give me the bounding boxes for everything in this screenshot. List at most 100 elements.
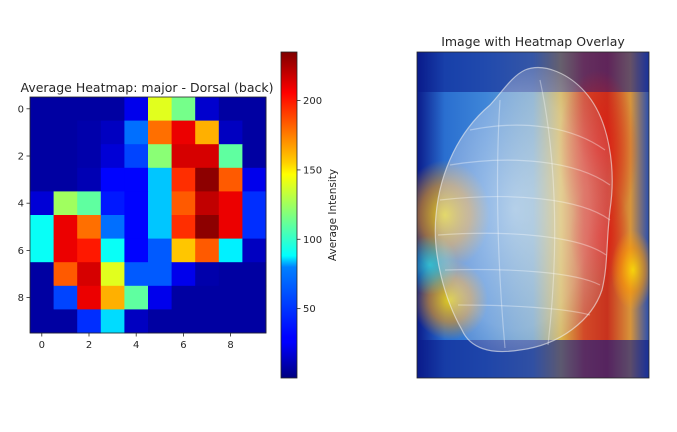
- overlay-title: Image with Heatmap Overlay: [441, 34, 625, 49]
- heatmap-cell: [148, 262, 172, 287]
- heatmap-cell: [218, 120, 243, 145]
- colorbar-tick-label: 200: [303, 96, 322, 107]
- x-tick-label: 6: [180, 340, 186, 351]
- heatmap-cell: [195, 167, 220, 192]
- heatmap-cell: [195, 191, 220, 216]
- heatmap-cell: [100, 309, 125, 334]
- heatmap-cell: [218, 215, 243, 239]
- heatmap-cell: [195, 285, 220, 310]
- y-tick-label: 2: [18, 152, 24, 163]
- heatmap-cell: [53, 191, 78, 216]
- heatmap-cell: [30, 97, 54, 121]
- heatmap-cell: [30, 191, 54, 216]
- heatmap-cell: [124, 120, 149, 145]
- heatmap-cell: [100, 262, 125, 287]
- heatmap-cell: [242, 144, 267, 169]
- heatmap-cell: [242, 285, 267, 310]
- shell-shape: [434, 66, 613, 353]
- heatmap-cell: [242, 309, 267, 334]
- heatmap-y-axis: 0 2 4 6 8: [18, 104, 30, 304]
- heatmap-cell: [124, 191, 149, 216]
- heatmap-x-axis: 0 2 4 6 8: [39, 333, 234, 351]
- heatmap-cell: [242, 238, 267, 263]
- x-tick-label: 2: [86, 340, 92, 351]
- heatmap-cell: [218, 97, 243, 121]
- heatmap-cell: [100, 238, 125, 263]
- heatmap-cell: [148, 191, 172, 216]
- heatmap-cell: [124, 144, 149, 169]
- heatmap-cell: [148, 120, 172, 145]
- heatmap-cell: [148, 97, 172, 121]
- heatmap-cell: [77, 285, 102, 310]
- heatmap-cell: [124, 97, 149, 121]
- heatmap-cell: [124, 262, 149, 287]
- heatmap-cell: [195, 262, 220, 287]
- colorbar-tick-label: 50: [303, 304, 316, 315]
- colorbar: 50 100 150 200 Average Intensity: [280, 51, 339, 379]
- heatmap-cell: [242, 167, 267, 192]
- heatmap-cell: [195, 120, 220, 145]
- y-tick-label: 8: [18, 293, 24, 304]
- heatmap-cell: [148, 167, 172, 192]
- heatmap-cell: [100, 215, 125, 239]
- heatmap-cell: [30, 167, 54, 192]
- heatmap-cell: [30, 238, 54, 263]
- heatmap-cell: [77, 120, 102, 145]
- heatmap-cell: [242, 215, 267, 239]
- heatmap-cell: [100, 97, 125, 121]
- heatmap-cell: [148, 238, 172, 263]
- colorbar-tick-label: 100: [303, 235, 322, 246]
- x-tick-label: 0: [39, 340, 45, 351]
- heatmap-cell: [124, 167, 149, 192]
- heatmap-cell: [77, 191, 102, 216]
- heatmap-cell: [77, 238, 102, 263]
- heatmap-cell: [53, 238, 78, 263]
- overlay-frame: [416, 51, 650, 379]
- heatmap-cell: [218, 285, 243, 310]
- heatmap-cell: [53, 309, 78, 334]
- x-tick-label: 8: [227, 340, 233, 351]
- heatmap-cell: [77, 215, 102, 239]
- heatmap-cell: [77, 97, 102, 121]
- heatmap-cell: [242, 191, 267, 216]
- heatmap-cell: [53, 262, 78, 287]
- overlay-image: [417, 52, 649, 378]
- heatmap-cell: [53, 285, 78, 310]
- heatmap-cell: [30, 144, 54, 169]
- heatmap-cell: [171, 285, 196, 310]
- heatmap-cell: [195, 144, 220, 169]
- heatmap-cell: [30, 120, 54, 145]
- heatmap-cell: [218, 238, 243, 263]
- heatmap-cell: [124, 309, 149, 334]
- heatmap-cell: [171, 120, 196, 145]
- heatmap-cell: [171, 262, 196, 287]
- heatmap-cell: [100, 285, 125, 310]
- heatmap-cell: [53, 144, 78, 169]
- heatmap-cell: [148, 144, 172, 169]
- heatmap-cell: [124, 285, 149, 310]
- colorbar-label: Average Intensity: [327, 169, 339, 261]
- x-tick-label: 4: [133, 340, 139, 351]
- heatmap-cell: [171, 238, 196, 263]
- heatmap-cell: [77, 167, 102, 192]
- colorbar-gradient: [280, 51, 298, 379]
- heatmap-cell: [171, 97, 196, 121]
- heatmap-cell: [30, 262, 54, 287]
- heatmap-cell: [100, 144, 125, 169]
- heatmap-cell: [171, 309, 196, 334]
- heatmap-cell: [53, 97, 78, 121]
- heatmap-cell: [30, 215, 54, 239]
- y-tick-label: 4: [18, 199, 24, 210]
- heatmap-cell: [77, 309, 102, 334]
- heatmap-cell: [53, 167, 78, 192]
- heatmap-cell: [124, 215, 149, 239]
- heatmap-cell: [53, 215, 78, 239]
- heatmap-cell: [100, 191, 125, 216]
- heatmap-cell: [77, 262, 102, 287]
- heatmap-cell: [53, 120, 78, 145]
- heatmap-cell: [148, 215, 172, 239]
- y-tick-label: 6: [18, 246, 24, 257]
- heatmap-cell: [195, 215, 220, 239]
- heatmap-cell: [124, 238, 149, 263]
